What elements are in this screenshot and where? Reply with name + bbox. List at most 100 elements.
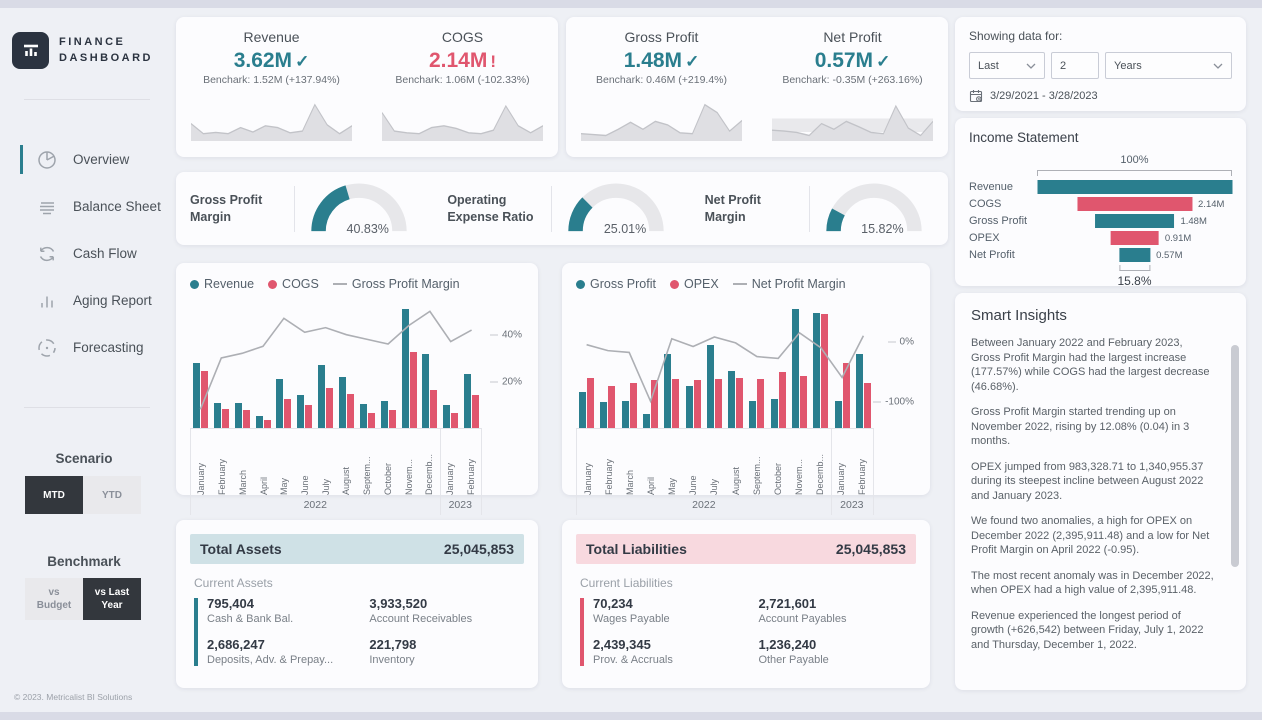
sidebar-item-cash-flow[interactable]: Cash Flow [0, 230, 168, 277]
bar-group [461, 309, 482, 428]
current-assets-list: 795,404 Cash & Bank Bal. 3,933,520 Accou… [194, 596, 524, 666]
insight-paragraph: Revenue experienced the longest period o… [971, 609, 1204, 651]
sidebar-item-overview[interactable]: Overview [0, 136, 168, 183]
x-axis-label: January [196, 462, 207, 495]
divider [808, 185, 810, 232]
kpi-value: 0.57M ✓ [814, 49, 891, 72]
x-axis-label: Septem... [362, 456, 373, 495]
kpi-value: 1.48M ✓ [623, 49, 700, 72]
bar-group [746, 309, 767, 428]
smart-insights-body: Between January 2022 and February 2023, … [971, 336, 1230, 652]
bar-group [704, 309, 725, 428]
x-axis-label: April [258, 476, 269, 495]
funnel-row: COGS 2.14M [969, 197, 1225, 211]
kpi-value: 2.14M! [428, 49, 497, 72]
funnel-row: Revenue [969, 180, 1232, 194]
list-item: 2,686,247 Deposits, Adv. & Prepay... [207, 637, 334, 666]
x-axis-label: July [709, 478, 720, 495]
date-range-text: 3/29/2021 - 3/28/2023 [990, 90, 1098, 102]
income-statement-funnel-chart: 100% Revenue COGS 2.14M Gross Profit 1.48M OPE… [969, 154, 1232, 291]
chevron-down-icon [1026, 63, 1036, 69]
list-item: 2,439,345 Prov. & Accruals [593, 637, 673, 666]
dot-icon [576, 279, 585, 289]
divider [24, 407, 150, 408]
sidebar-item-label: Aging Report [73, 293, 152, 308]
total-liabilities-header: Total Liabilities 25,045,853 [576, 534, 916, 564]
benchmark-toggle: vs Budget vs Last Year [25, 578, 141, 620]
income-statement-card: Income Statement 100% Revenue COGS 2.14M Gro… [955, 118, 1246, 288]
check-icon: ✓ [685, 52, 700, 71]
x-axis-label: Decemb... [815, 453, 826, 495]
kpi-cogs: COGS 2.14M! Benchark: 1.06M (-102.33%) [367, 17, 558, 157]
dashed-circle-icon [36, 337, 58, 359]
bar-series [576, 309, 874, 428]
x-axis-label: February [465, 458, 476, 495]
calendar-icon [969, 90, 983, 103]
income-statement-title: Income Statement [969, 130, 1079, 145]
filter-controls: Last Years [969, 52, 1232, 79]
bar-group [399, 309, 420, 428]
revenue-cogs-chart-card: Revenue COGS Gross Profit Margin 40% 20% J… [176, 263, 538, 515]
gp-opex-chart-card: Gross Profit OPEX Net Profit Margin 0% -1… [562, 263, 930, 515]
gauge-value: 40.83% [346, 221, 389, 236]
bar-group [378, 309, 399, 428]
kpi-title: Net Profit [823, 29, 882, 45]
chevron-down-icon [1213, 63, 1223, 69]
bar-group [853, 309, 874, 428]
funnel-row: Net Profit 0.57M [969, 248, 1183, 262]
funnel-row: Gross Profit 1.48M [969, 214, 1207, 228]
period-value-input[interactable] [1051, 52, 1099, 79]
sidebar: FINANCE DASHBOARD Overview [0, 8, 168, 712]
y-axis-tick: 40% [489, 329, 522, 340]
revenue-sparkline [191, 91, 352, 141]
kpi-benchmark: Benchark: 1.06M (-102.33%) [395, 74, 530, 86]
funnel-bar [1037, 180, 1232, 194]
bar-group [640, 309, 661, 428]
kpi-revenue: Revenue 3.62M ✓ Benchark: 1.52M (+137.94%… [176, 17, 367, 157]
bar-group [682, 309, 703, 428]
funnel-value: 0.91M [1164, 233, 1192, 244]
period-type-dropdown[interactable]: Last [969, 52, 1045, 79]
x-axis-label: February [857, 458, 868, 495]
benchmark-vs-last-year-button[interactable]: vs Last Year [83, 578, 141, 620]
funnel-value: 1.48M [1180, 216, 1207, 227]
legend-cogs: COGS [268, 277, 319, 291]
list-item: 70,234 Wages Payable [593, 596, 670, 625]
chart-legend: Revenue COGS Gross Profit Margin [190, 277, 524, 291]
scenario-ytd-button[interactable]: YTD [83, 476, 141, 514]
bar-group [357, 309, 378, 428]
scenario-toggle: MTD YTD [25, 476, 141, 514]
bar-group [440, 309, 461, 428]
kpi-benchmark: Benchark: -0.35M (+263.16%) [782, 74, 923, 86]
scrollbar[interactable] [1231, 345, 1239, 567]
bar-group [315, 309, 336, 428]
funnel-top-label: 100% [1120, 154, 1149, 166]
kpi-title: Revenue [243, 29, 300, 45]
current-assets-label: Current Assets [194, 576, 273, 590]
bar-group [576, 309, 597, 428]
x-axis-label: January [836, 462, 847, 495]
legend-revenue: Revenue [190, 277, 254, 291]
check-icon: ✓ [295, 52, 310, 71]
sidebar-item-aging-report[interactable]: Aging Report [0, 277, 168, 324]
legend-net-profit-margin: Net Profit Margin [732, 277, 846, 291]
bar-group [725, 309, 746, 428]
kpi-title: Gross Profit [624, 29, 699, 45]
benchmark-vs-budget-button[interactable]: vs Budget [25, 578, 83, 620]
list-item: 795,404 Cash & Bank Bal. [207, 596, 294, 625]
line-icon [332, 283, 347, 285]
smart-insights-card: Smart Insights Between January 2022 and … [955, 293, 1246, 690]
sidebar-item-forecasting[interactable]: Forecasting [0, 324, 168, 371]
divider [551, 185, 553, 232]
gp-opex-combo-chart: 0% -100% January February March April May June J… [576, 309, 916, 515]
bar-group [597, 309, 618, 428]
gauge-gross-profit-margin: Gross Profit Margin 40.83% [176, 172, 433, 245]
insight-paragraph: OPEX jumped from 983,328.71 to 1,340,955… [971, 460, 1204, 502]
sidebar-item-balance-sheet[interactable]: Balance Sheet [0, 183, 168, 230]
scenario-mtd-button[interactable]: MTD [25, 476, 83, 514]
period-unit-dropdown[interactable]: Years [1105, 52, 1232, 79]
date-filter-card: Showing data for: Last Years 3/29/2021 -… [955, 17, 1246, 111]
total-assets-header: Total Assets 25,045,853 [190, 534, 524, 564]
cycle-icon [36, 243, 58, 265]
benchmark-title: Benchmark [47, 554, 121, 569]
